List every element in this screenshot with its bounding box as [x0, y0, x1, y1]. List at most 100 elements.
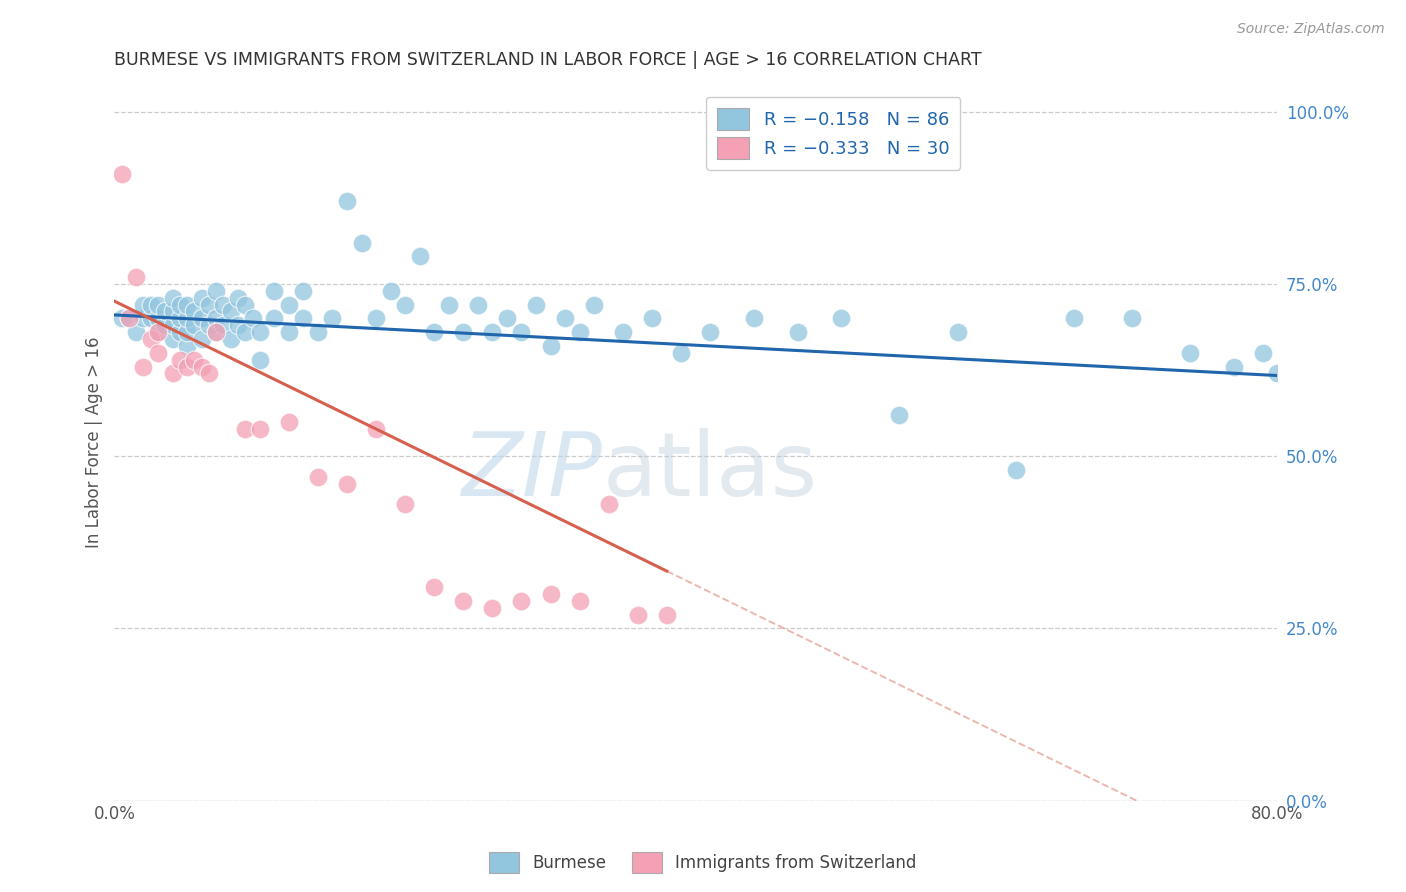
Point: [742, 311, 765, 326]
Point: [307, 325, 329, 339]
Point: [146, 346, 169, 360]
Point: [139, 332, 162, 346]
Point: [655, 607, 678, 622]
Point: [524, 297, 547, 311]
Point: [699, 325, 721, 339]
Point: [568, 325, 591, 339]
Point: [219, 304, 242, 318]
Point: [198, 297, 221, 311]
Point: [226, 291, 249, 305]
Point: [394, 297, 416, 311]
Point: [132, 359, 155, 374]
Point: [169, 311, 191, 326]
Legend: R = −0.158   N = 86, R = −0.333   N = 30: R = −0.158 N = 86, R = −0.333 N = 30: [706, 96, 960, 169]
Point: [394, 497, 416, 511]
Point: [139, 297, 162, 311]
Point: [190, 332, 212, 346]
Point: [162, 367, 184, 381]
Point: [277, 297, 299, 311]
Point: [226, 318, 249, 333]
Point: [162, 304, 184, 318]
Point: [190, 291, 212, 305]
Point: [453, 594, 475, 608]
Point: [169, 297, 191, 311]
Point: [162, 332, 184, 346]
Y-axis label: In Labor Force | Age > 16: In Labor Force | Age > 16: [86, 336, 103, 548]
Point: [889, 408, 911, 422]
Point: [176, 325, 198, 339]
Point: [830, 311, 852, 326]
Point: [118, 311, 141, 326]
Point: [307, 470, 329, 484]
Point: [249, 421, 271, 435]
Point: [132, 297, 155, 311]
Point: [380, 284, 402, 298]
Point: [111, 167, 134, 181]
Point: [162, 318, 184, 333]
Point: [146, 311, 169, 326]
Point: [292, 284, 315, 298]
Point: [598, 497, 620, 511]
Point: [146, 297, 169, 311]
Point: [786, 325, 808, 339]
Point: [496, 311, 519, 326]
Point: [321, 311, 343, 326]
Text: BURMESE VS IMMIGRANTS FROM SWITZERLAND IN LABOR FORCE | AGE > 16 CORRELATION CHA: BURMESE VS IMMIGRANTS FROM SWITZERLAND I…: [114, 51, 981, 69]
Point: [233, 325, 256, 339]
Point: [540, 339, 562, 353]
Point: [453, 325, 475, 339]
Text: atlas: atlas: [603, 427, 818, 515]
Point: [277, 415, 299, 429]
Point: [212, 297, 235, 311]
Point: [350, 235, 373, 250]
Point: [155, 304, 177, 318]
Point: [205, 284, 228, 298]
Point: [183, 304, 205, 318]
Point: [263, 311, 285, 326]
Point: [190, 359, 212, 374]
Point: [627, 607, 650, 622]
Point: [510, 594, 533, 608]
Point: [212, 318, 235, 333]
Point: [364, 421, 387, 435]
Point: [510, 325, 533, 339]
Point: [1004, 463, 1026, 477]
Point: [946, 325, 969, 339]
Point: [162, 291, 184, 305]
Point: [132, 311, 155, 326]
Point: [155, 318, 177, 333]
Point: [467, 297, 489, 311]
Point: [481, 325, 503, 339]
Point: [612, 325, 634, 339]
Point: [146, 325, 169, 339]
Point: [198, 367, 221, 381]
Point: [423, 580, 446, 594]
Point: [146, 325, 169, 339]
Point: [118, 311, 141, 326]
Point: [1251, 346, 1274, 360]
Point: [423, 325, 446, 339]
Point: [277, 325, 299, 339]
Point: [183, 352, 205, 367]
Text: ZIP: ZIP: [463, 428, 603, 514]
Point: [554, 311, 576, 326]
Point: [671, 346, 693, 360]
Point: [1223, 359, 1246, 374]
Point: [583, 297, 606, 311]
Point: [233, 297, 256, 311]
Legend: Burmese, Immigrants from Switzerland: Burmese, Immigrants from Switzerland: [482, 846, 924, 880]
Point: [176, 311, 198, 326]
Point: [364, 311, 387, 326]
Text: Source: ZipAtlas.com: Source: ZipAtlas.com: [1237, 22, 1385, 37]
Point: [641, 311, 664, 326]
Point: [540, 587, 562, 601]
Point: [183, 318, 205, 333]
Point: [249, 352, 271, 367]
Point: [242, 311, 264, 326]
Point: [1121, 311, 1143, 326]
Point: [139, 311, 162, 326]
Point: [336, 194, 359, 209]
Point: [125, 270, 148, 285]
Point: [198, 318, 221, 333]
Point: [1180, 346, 1202, 360]
